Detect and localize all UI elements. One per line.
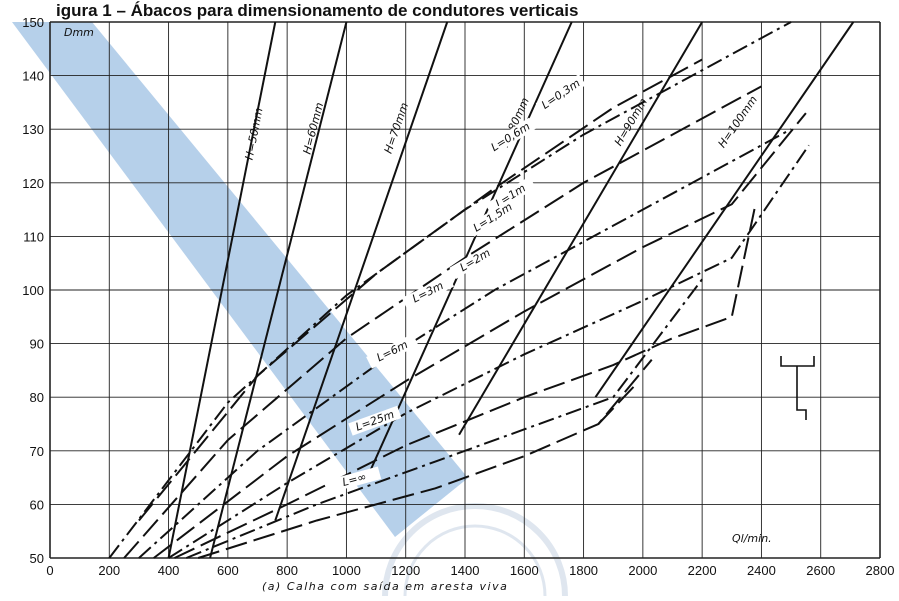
l-series-label: L=6m	[375, 338, 410, 364]
y-tick-label: 90	[30, 337, 44, 352]
h-series-line	[209, 21, 348, 559]
y-tick-label: 120	[22, 176, 44, 191]
l-series-label-bg	[535, 74, 587, 115]
y-tick-label: 70	[30, 444, 44, 459]
chart-title: igura 1 – Ábacos para dimensionamento de…	[56, 1, 578, 20]
chart-caption: (a) Calha com saída em aresta viva	[262, 580, 508, 593]
x-tick-label: 0	[46, 563, 53, 578]
l-series-label-bg	[485, 117, 537, 157]
x-tick-label: 200	[98, 563, 120, 578]
x-tick-label: 2600	[806, 563, 835, 578]
h-series-line	[594, 21, 855, 398]
l-series-label-bg	[401, 274, 455, 310]
highlight-band	[12, 22, 468, 537]
x-axis-label: Ql/min.	[732, 532, 772, 545]
l-series-line	[174, 204, 757, 559]
y-tick-label: 150	[22, 15, 44, 30]
y-tick-label: 100	[22, 283, 44, 298]
l-series-label-bg	[467, 197, 519, 237]
l-series-line	[138, 128, 792, 559]
l-series-label-bg	[348, 405, 402, 436]
h-series-line	[274, 21, 449, 521]
x-tick-label: 1400	[451, 563, 480, 578]
l-series-line	[123, 85, 762, 559]
x-tick-label: 800	[276, 563, 298, 578]
x-tick-label: 2800	[866, 563, 895, 578]
l-series-line	[168, 144, 810, 559]
h-series-label: H=50mm	[243, 107, 266, 161]
h-series-label: H=100mm	[715, 93, 760, 150]
l-series-label-bg	[485, 176, 537, 216]
x-tick-label: 1800	[569, 563, 598, 578]
x-tick-label: 2200	[688, 563, 717, 578]
h-series-line	[366, 21, 573, 479]
l-series-label-bg	[327, 466, 382, 493]
y-axis-label: Dmm	[64, 26, 94, 39]
h-series-line	[167, 21, 277, 559]
y-tick-label: 80	[30, 390, 44, 405]
l-series-line	[185, 278, 703, 559]
x-tick-label: 1600	[510, 563, 539, 578]
x-tick-label: 2400	[747, 563, 776, 578]
x-tick-label: 1200	[391, 563, 420, 578]
h-series-label: H=60mm	[301, 101, 327, 155]
h-series-label: H=70mm	[382, 101, 412, 155]
l-series-label-bg	[366, 333, 419, 369]
y-tick-label: 140	[22, 69, 44, 84]
l-series-label-bg	[449, 241, 501, 279]
y-tick-label: 110	[23, 229, 44, 244]
l-series-line	[108, 21, 792, 559]
y-tick-label: 60	[30, 497, 44, 512]
l-series-line	[597, 385, 635, 425]
x-tick-label: 1000	[332, 563, 361, 578]
x-tick-label: 600	[217, 563, 239, 578]
y-tick-label: 50	[30, 551, 44, 566]
y-tick-label: 130	[22, 122, 44, 137]
x-tick-label: 400	[158, 563, 180, 578]
l-series-label: L=∞	[341, 470, 368, 489]
gutter-outlet-symbol	[780, 356, 815, 420]
x-tick-label: 2000	[628, 563, 657, 578]
l-series-line	[153, 112, 807, 559]
watermark-logo	[382, 503, 568, 597]
